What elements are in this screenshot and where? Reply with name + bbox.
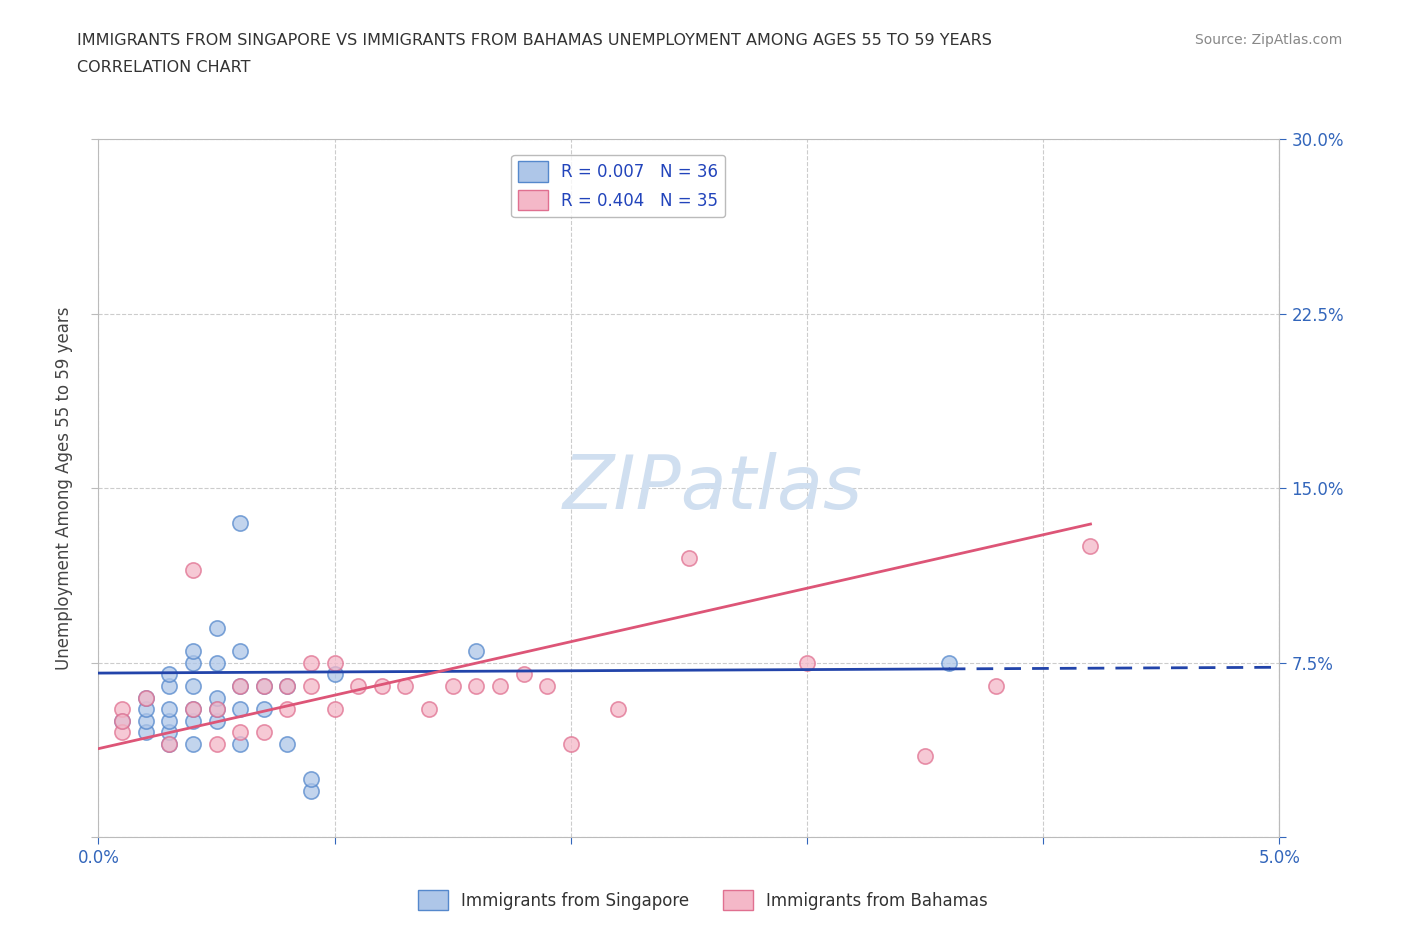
- Point: [347, 679, 370, 694]
- Point: [181, 679, 204, 694]
- Point: [157, 679, 180, 694]
- Point: [678, 551, 700, 565]
- Point: [253, 725, 276, 740]
- Point: [299, 783, 322, 798]
- Point: [135, 701, 157, 716]
- Point: [111, 713, 134, 728]
- Point: [111, 701, 134, 716]
- Point: [489, 679, 512, 694]
- Legend: R = 0.007   N = 36, R = 0.404   N = 35: R = 0.007 N = 36, R = 0.404 N = 35: [512, 154, 725, 217]
- Point: [465, 644, 488, 658]
- Point: [205, 701, 228, 716]
- Point: [111, 713, 134, 728]
- Point: [229, 679, 252, 694]
- Point: [111, 725, 134, 740]
- Point: [157, 713, 180, 728]
- Point: [229, 679, 252, 694]
- Point: [157, 737, 180, 751]
- Point: [276, 701, 298, 716]
- Point: [1080, 539, 1102, 554]
- Point: [181, 562, 204, 577]
- Point: [157, 725, 180, 740]
- Point: [323, 667, 346, 682]
- Point: [135, 690, 157, 705]
- Point: [914, 748, 936, 763]
- Point: [418, 701, 440, 716]
- Point: [135, 713, 157, 728]
- Point: [371, 679, 394, 694]
- Point: [512, 667, 534, 682]
- Legend: Immigrants from Singapore, Immigrants from Bahamas: Immigrants from Singapore, Immigrants fr…: [412, 884, 994, 917]
- Point: [323, 701, 346, 716]
- Point: [229, 515, 252, 530]
- Point: [229, 701, 252, 716]
- Point: [229, 737, 252, 751]
- Point: [796, 656, 818, 671]
- Point: [205, 713, 228, 728]
- Point: [181, 656, 204, 671]
- Point: [299, 679, 322, 694]
- Point: [135, 690, 157, 705]
- Point: [299, 656, 322, 671]
- Point: [229, 644, 252, 658]
- Point: [157, 701, 180, 716]
- Point: [560, 737, 582, 751]
- Text: Source: ZipAtlas.com: Source: ZipAtlas.com: [1195, 33, 1343, 46]
- Point: [135, 725, 157, 740]
- Point: [323, 656, 346, 671]
- Point: [984, 679, 1007, 694]
- Point: [181, 701, 204, 716]
- Point: [276, 679, 298, 694]
- Point: [276, 679, 298, 694]
- Point: [205, 690, 228, 705]
- Point: [441, 679, 464, 694]
- Point: [253, 701, 276, 716]
- Point: [253, 679, 276, 694]
- Y-axis label: Unemployment Among Ages 55 to 59 years: Unemployment Among Ages 55 to 59 years: [55, 307, 73, 670]
- Point: [205, 737, 228, 751]
- Point: [465, 679, 488, 694]
- Point: [607, 701, 630, 716]
- Text: CORRELATION CHART: CORRELATION CHART: [77, 60, 250, 75]
- Point: [253, 679, 276, 694]
- Point: [157, 667, 180, 682]
- Point: [181, 713, 204, 728]
- Text: ZIPatlas: ZIPatlas: [562, 452, 863, 525]
- Point: [299, 772, 322, 787]
- Point: [229, 725, 252, 740]
- Point: [205, 701, 228, 716]
- Point: [276, 737, 298, 751]
- Point: [394, 679, 416, 694]
- Point: [938, 656, 960, 671]
- Point: [157, 737, 180, 751]
- Point: [205, 620, 228, 635]
- Point: [181, 737, 204, 751]
- Text: IMMIGRANTS FROM SINGAPORE VS IMMIGRANTS FROM BAHAMAS UNEMPLOYMENT AMONG AGES 55 : IMMIGRANTS FROM SINGAPORE VS IMMIGRANTS …: [77, 33, 993, 47]
- Point: [536, 679, 558, 694]
- Point: [181, 644, 204, 658]
- Point: [205, 656, 228, 671]
- Point: [181, 701, 204, 716]
